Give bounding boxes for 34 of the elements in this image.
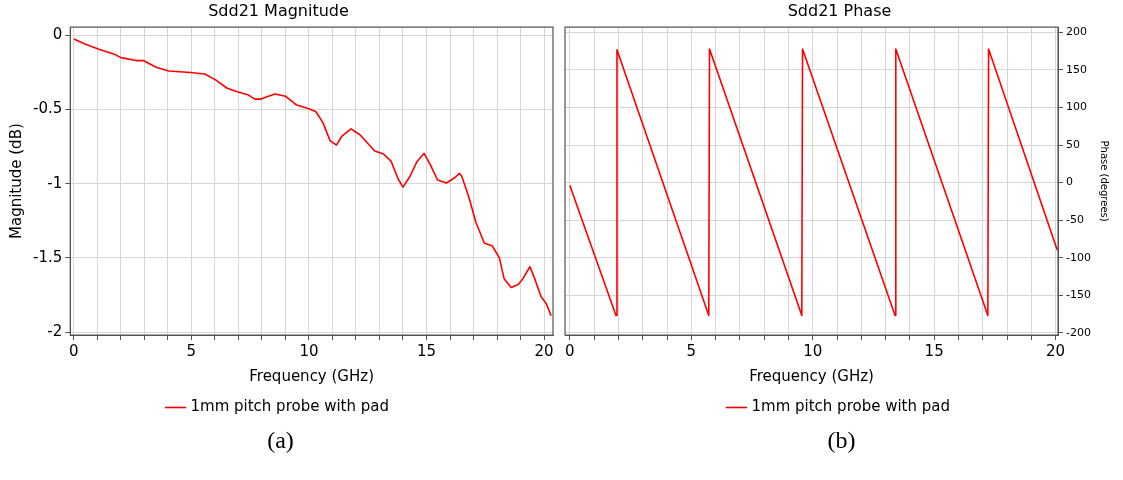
y2-tick-label: 100: [1066, 100, 1088, 114]
x-tick-label: 15: [924, 341, 944, 360]
legend-label: 1mm pitch probe with pad: [190, 397, 390, 416]
y2-tick-label: -100: [1066, 250, 1091, 264]
x-tick-label: 20: [534, 341, 554, 360]
x-tick-label: 5: [186, 341, 197, 360]
y2-tick-label: 200: [1066, 25, 1088, 39]
y-axis-title: Magnitude (dB): [6, 123, 25, 239]
y2-tick-label: 150: [1066, 62, 1088, 76]
y-tick-label: -2: [47, 321, 63, 340]
x-axis-title: Frequency (GHz): [749, 366, 874, 385]
x-tick-label: 15: [416, 341, 437, 360]
y2-tick-label: 50: [1066, 137, 1081, 151]
x-tick-label: 5: [686, 341, 697, 360]
chart-title: Sdd21 Phase: [787, 0, 892, 20]
text: (a): [266, 427, 295, 454]
y-tick-label: -1: [47, 173, 63, 192]
y-tick-label: 0: [52, 25, 63, 44]
x-tick-label: 10: [803, 341, 823, 360]
y2-tick-label: -200: [1066, 325, 1091, 339]
y-tick-label: -0.5: [32, 99, 63, 118]
x-tick-label: 10: [299, 341, 319, 360]
text: (b): [826, 427, 857, 454]
y2-tick-label: -150: [1066, 288, 1091, 302]
legend-label: 1mm pitch probe with pad: [751, 397, 951, 416]
chart-title: Sdd21 Magnitude: [208, 0, 349, 20]
x-tick-label: 0: [69, 341, 79, 360]
y2-tick-label: -50: [1066, 213, 1084, 226]
x-tick-label: 20: [1046, 341, 1066, 360]
y-tick-label: -1.5: [32, 247, 63, 266]
x-tick-label: 0: [565, 341, 575, 360]
y2-tick-label: 0: [1066, 175, 1074, 189]
x-axis-title: Frequency (GHz): [249, 366, 375, 385]
y2-axis-title: Phase (degrees): [1099, 140, 1111, 222]
